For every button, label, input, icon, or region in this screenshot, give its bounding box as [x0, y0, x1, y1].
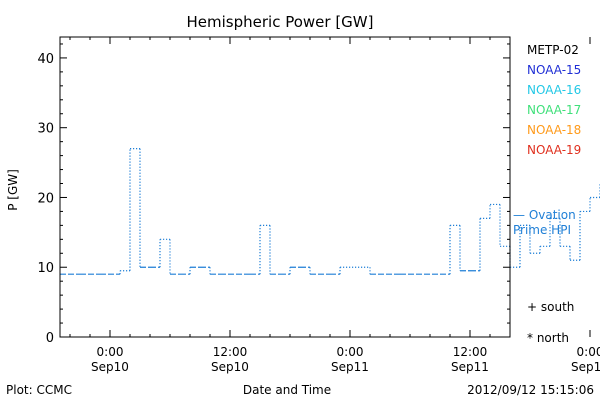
legend-ovation-label: Prime HPI — [513, 223, 571, 237]
x-tick-date-label: Sep11 — [331, 360, 369, 374]
y-tick-label: 0 — [46, 331, 54, 346]
legend: METP-02 NOAA-15 NOAA-16 NOAA-17 NOAA-18 NOAA-… — [513, 43, 581, 345]
legend-entry-metp-02: METP-02 — [527, 43, 579, 57]
legend-ovation-label: — Ovation — [513, 208, 576, 222]
x-tick-date-label: Sep10 — [211, 360, 249, 374]
x-tick-time-label: 12:00 — [213, 345, 248, 359]
x-tick-time-label: 0:00 — [337, 345, 364, 359]
x-tick-date-label: Sep11 — [451, 360, 489, 374]
y-axis-label: P [GW] — [6, 169, 20, 211]
legend-entry-noaa-19: NOAA-19 — [527, 143, 581, 157]
x-tick-date-label: Sep10 — [91, 360, 129, 374]
footer-plot-credit: Plot: CCMC — [6, 383, 72, 397]
y-tick-label: 40 — [37, 52, 54, 67]
legend-symbol-north: * north — [527, 331, 569, 345]
x-axis-label: Date and Time — [243, 383, 331, 397]
plot-area-frame — [59, 36, 511, 338]
ovation-prime-hpi-series — [60, 148, 600, 275]
x-tick-time-label: 12:00 — [453, 345, 488, 359]
x-tick-time-label: 0:00 — [97, 345, 124, 359]
y-tick-label: 20 — [37, 191, 54, 206]
x-tick-time-label: 0:00 — [577, 345, 600, 359]
chart-title: Hemispheric Power [GW] — [187, 13, 374, 31]
legend-entry-noaa-15: NOAA-15 — [527, 63, 581, 77]
legend-entry-noaa-17: NOAA-17 — [527, 103, 581, 117]
legend-symbol-south: + south — [527, 300, 574, 314]
legend-entry-noaa-18: NOAA-18 — [527, 123, 581, 137]
x-axis: 0:00Sep1012:00Sep100:00Sep1112:00Sep110:… — [69, 37, 600, 374]
legend-entry-noaa-16: NOAA-16 — [527, 83, 581, 97]
y-axis: 0 10 20 30 40 — [37, 43, 510, 346]
y-tick-label: 10 — [37, 261, 54, 276]
footer-timestamp: 2012/09/12 15:15:06 — [467, 383, 594, 397]
x-tick-date-label: Sep12 — [571, 360, 600, 374]
y-tick-label: 30 — [37, 122, 54, 137]
